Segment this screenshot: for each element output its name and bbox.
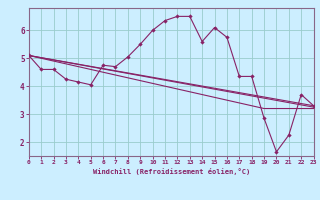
X-axis label: Windchill (Refroidissement éolien,°C): Windchill (Refroidissement éolien,°C) [92, 168, 250, 175]
